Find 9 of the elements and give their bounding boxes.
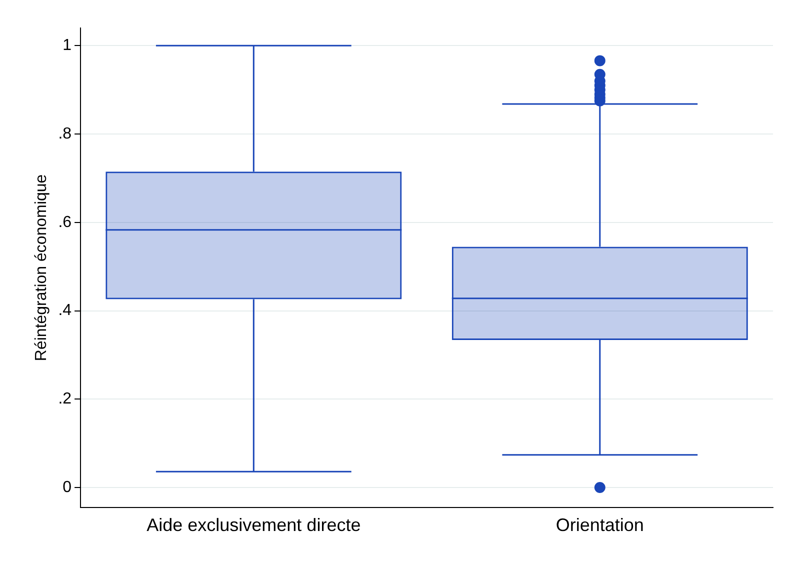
y-tick-label: 0 <box>62 478 72 496</box>
y-axis-title: Réintégration économique <box>33 174 50 362</box>
x-tick-label: Orientation <box>556 515 644 536</box>
x-tick-label: Aide exclusivement directe <box>146 515 361 536</box>
y-tick-label: .8 <box>58 125 72 142</box>
y-tick-label: .6 <box>58 214 72 231</box>
y-tick-label: 1 <box>62 37 72 54</box>
y-tick-label: .4 <box>58 302 72 320</box>
y-tick-label: .2 <box>58 390 72 408</box>
